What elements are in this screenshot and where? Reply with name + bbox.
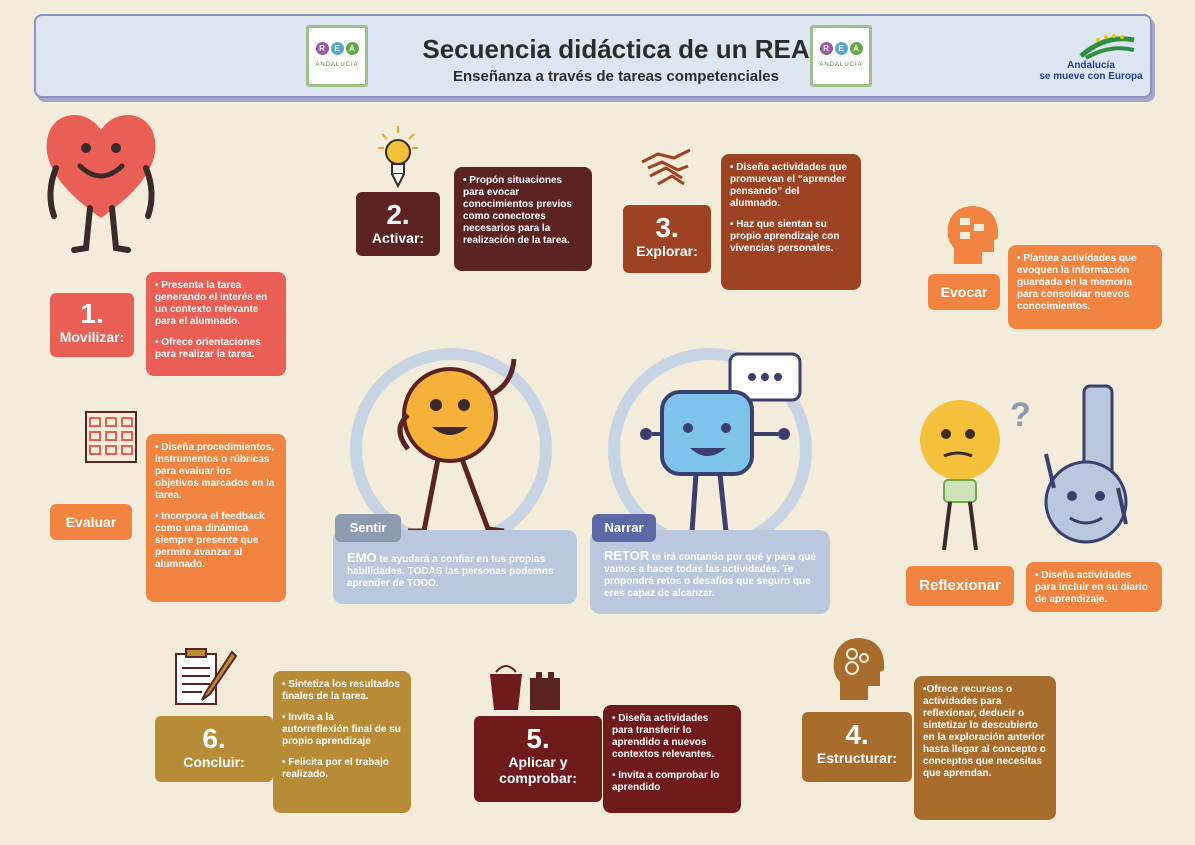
description-item: • Ofrece orientaciones para realizar la … bbox=[155, 337, 261, 360]
step-movilizar: 1. Movilizar: bbox=[50, 293, 134, 357]
page-subtitle: Enseñanza a través de tareas competencia… bbox=[452, 68, 779, 85]
step-number: 3. bbox=[655, 212, 679, 243]
clipboard-pencil-icon bbox=[175, 648, 238, 705]
step-activar: 2. Activar: bbox=[356, 192, 440, 256]
step-label: Concluir: bbox=[183, 754, 245, 770]
description-item: • Diseña actividades para incluir en su … bbox=[1035, 570, 1148, 605]
step-explorar-description: • Diseña actividades que promuevan el “a… bbox=[721, 154, 861, 290]
bucket-castle-icon bbox=[490, 665, 560, 710]
description-item: • Diseña actividades para transferir lo … bbox=[612, 713, 715, 760]
tag-narrar: Narrar bbox=[592, 514, 656, 542]
narrar-info-box: RETOR te irá contando por qué y para qué… bbox=[590, 530, 830, 614]
description-item: • Felicita por el trabajo realizado. bbox=[282, 757, 389, 780]
step-number: 2. bbox=[386, 199, 410, 230]
svg-text:?: ? bbox=[1010, 396, 1031, 434]
step-number: 5. bbox=[526, 723, 550, 754]
step-label: comprobar: bbox=[499, 770, 577, 786]
description-item: • Diseña procedimientos, instrumentos o … bbox=[155, 442, 275, 501]
character-name: EMO bbox=[347, 550, 377, 565]
key-character-icon bbox=[1044, 384, 1128, 544]
step-activar-description: • Propón situaciones para evocar conocim… bbox=[454, 167, 592, 271]
step-reflexionar-description: • Diseña actividades para incluir en su … bbox=[1026, 562, 1162, 612]
description-item: • Diseña actividades que promuevan el “a… bbox=[730, 162, 847, 209]
page-title: Secuencia didáctica de un REA bbox=[422, 34, 810, 64]
description-item: • Invita a la autorreflexión final de su… bbox=[282, 712, 401, 747]
step-evocar-description: • Plantea actividades que evoquen la inf… bbox=[1008, 245, 1162, 329]
handshake-icon bbox=[641, 148, 691, 186]
step-reflexionar: Reflexionar bbox=[906, 566, 1014, 606]
description-item: • Presenta la tarea generando el interés… bbox=[155, 280, 268, 327]
logo-letter: R bbox=[819, 42, 833, 55]
reflexionar-characters-icon: ? bbox=[920, 384, 1128, 551]
description-item: • Propón situaciones para evocar conocim… bbox=[463, 175, 572, 246]
tag-sentir: Sentir bbox=[335, 514, 401, 542]
step-evaluar-description: • Diseña procedimientos, instrumentos o … bbox=[146, 434, 286, 602]
step-number: 1. bbox=[80, 298, 104, 329]
logo-letter: A bbox=[849, 42, 863, 55]
logo-letter: A bbox=[345, 42, 359, 55]
step-label: Movilizar: bbox=[59, 329, 125, 345]
step-explorar: 3. Explorar: bbox=[623, 205, 711, 273]
step-label: Estructurar: bbox=[816, 750, 898, 766]
step-aplicar-description: • Diseña actividades para transferir lo … bbox=[603, 705, 741, 813]
logo-letter: E bbox=[834, 42, 848, 55]
character-description: te irá contando por qué y para qué vamos… bbox=[604, 552, 816, 599]
step-label: Explorar: bbox=[636, 243, 698, 259]
checklist-icon bbox=[85, 411, 137, 463]
partner-logo-text: Andalucía se mueve con Europa bbox=[1036, 60, 1146, 82]
character-name: RETOR bbox=[604, 548, 650, 563]
head-profile-icon bbox=[947, 206, 998, 264]
description-item: • Incorpora el feedback como una dinámic… bbox=[155, 511, 265, 570]
step-label: Aplicar y bbox=[508, 754, 568, 770]
description-item: • Invita a comprobar lo aprendido bbox=[612, 770, 720, 793]
emo-character-icon bbox=[397, 358, 517, 534]
step-evaluar: Evaluar bbox=[50, 504, 132, 540]
sentir-info-box: EMO te ayudará a confiar en tus propias … bbox=[333, 530, 577, 604]
step-aplicar: 5. Aplicar y comprobar: bbox=[474, 716, 602, 802]
heart-character-icon bbox=[46, 115, 156, 253]
step-number: 4. bbox=[845, 719, 869, 750]
partner-line2: se mueve con Europa bbox=[1039, 71, 1143, 82]
lightbulb-icon bbox=[378, 126, 418, 189]
logo-subtext: ANDALUCÍA bbox=[819, 62, 863, 68]
step-evocar: Evocar bbox=[928, 274, 1000, 310]
step-number: 6. bbox=[202, 723, 226, 754]
step-movilizar-description: • Presenta la tarea generando el interés… bbox=[146, 272, 286, 376]
description-item: • Haz que sientan su propio aprendizaje … bbox=[730, 219, 840, 254]
description-item: •Ofrece recursos o actividades para refl… bbox=[923, 684, 1046, 779]
eu-stars-icon bbox=[1079, 34, 1135, 60]
description-item: • Sintetiza los resultados finales de la… bbox=[282, 679, 400, 702]
lightbulb-character-icon: ? bbox=[920, 396, 1031, 551]
partner-line1: Andalucía bbox=[1067, 60, 1115, 71]
logo-letter: E bbox=[330, 42, 344, 55]
character-description: te ayudará a confiar en tus propias habi… bbox=[347, 554, 554, 589]
step-estructurar-description: •Ofrece recursos o actividades para refl… bbox=[914, 676, 1056, 820]
logo-subtext: ANDALUCÍA bbox=[315, 62, 359, 68]
head-gears-icon bbox=[833, 638, 884, 700]
step-concluir: 6. Concluir: bbox=[155, 716, 273, 782]
step-estructurar: 4. Estructurar: bbox=[802, 712, 912, 782]
step-concluir-description: • Sintetiza los resultados finales de la… bbox=[273, 671, 411, 813]
description-item: • Plantea actividades que evoquen la inf… bbox=[1017, 253, 1137, 312]
logo-letter: R bbox=[315, 42, 329, 55]
retor-robot-icon bbox=[640, 352, 802, 537]
step-label: Activar: bbox=[371, 230, 425, 246]
